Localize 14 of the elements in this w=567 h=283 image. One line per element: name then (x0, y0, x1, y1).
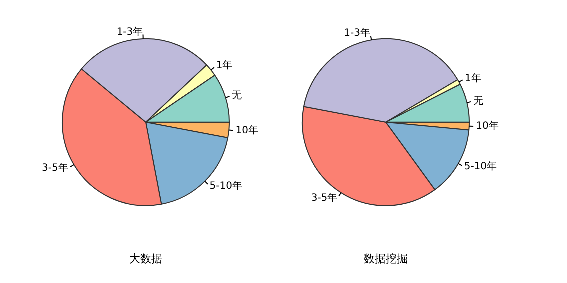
text: 大数据 (130, 252, 162, 266)
slice-label: 3-5年 (42, 162, 68, 174)
slice-label: 1年 (216, 60, 233, 72)
slice-label: 10年 (236, 124, 259, 136)
slice-label: 无 (474, 96, 484, 107)
slice-label: 无 (232, 90, 242, 102)
slice-label: 3-5年 (311, 192, 338, 204)
slice-label: 1年 (465, 72, 482, 85)
slice-label: 5-10年 (464, 160, 498, 173)
slice-label: 5-10年 (210, 180, 242, 192)
slice-label: 1-3年 (116, 26, 144, 38)
text: 数据挖掘 (364, 252, 408, 266)
slice-label: 1-3年 (344, 27, 370, 40)
slice-label: 10年 (476, 120, 499, 132)
